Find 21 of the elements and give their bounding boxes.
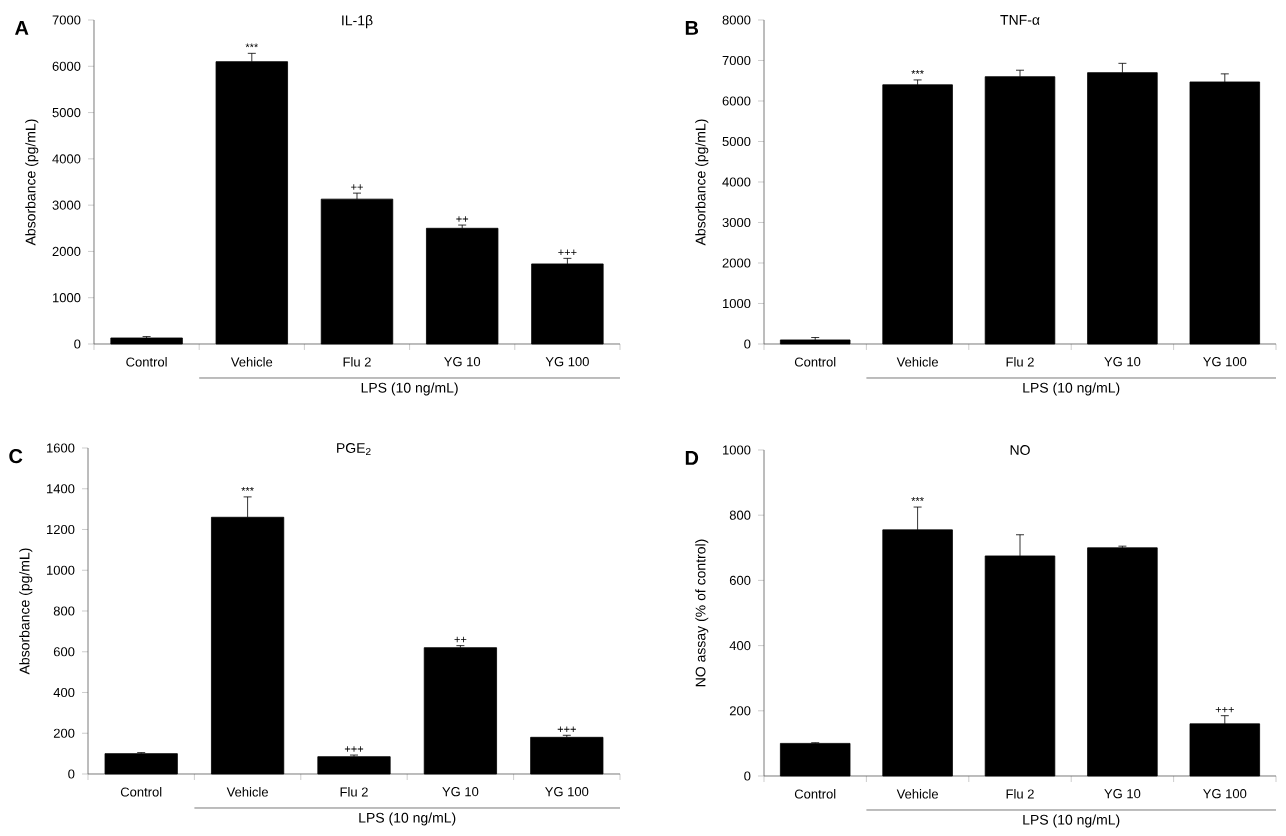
text: B (685, 21, 699, 35)
bar (1189, 81, 1261, 345)
bar (530, 736, 604, 775)
text: A (14, 21, 29, 35)
bar (1189, 723, 1261, 777)
bar (779, 339, 851, 345)
text: D (685, 451, 699, 465)
bar (984, 76, 1056, 345)
bar (423, 647, 497, 775)
bar (320, 198, 394, 345)
bar (215, 61, 288, 345)
bar (1087, 547, 1158, 777)
bar (779, 743, 851, 777)
bar (426, 227, 499, 345)
bar (531, 263, 604, 345)
text: C (9, 449, 23, 464)
bar (110, 337, 183, 345)
bar (882, 84, 953, 345)
bar (1087, 72, 1158, 345)
bar (104, 753, 178, 775)
bar (317, 756, 391, 775)
